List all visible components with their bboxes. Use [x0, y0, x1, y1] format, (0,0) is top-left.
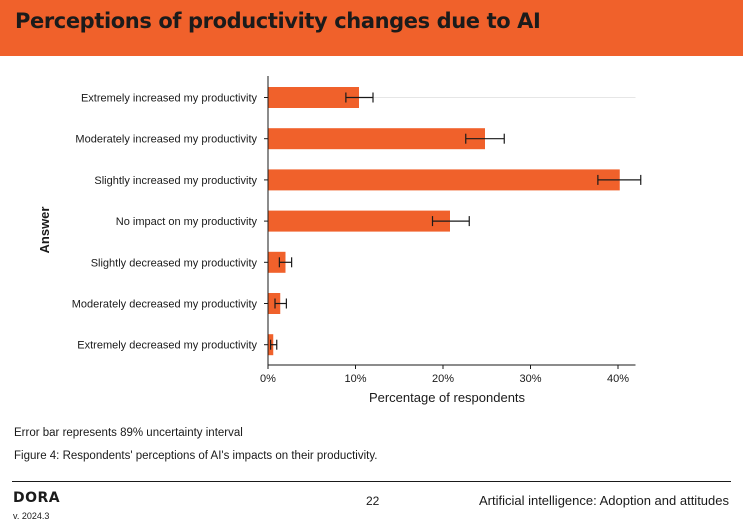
bar — [268, 293, 281, 314]
x-tick-label: 0% — [260, 373, 276, 385]
bar-chart: Extremely increased my productivity Moder… — [37, 76, 642, 405]
bar — [268, 87, 359, 108]
category-label: Extremely increased my productivity — [81, 93, 258, 105]
bar — [268, 128, 485, 150]
version-label: v. 2024.3 — [13, 511, 50, 521]
title-banner: Perceptions of productivity changes due … — [0, 0, 743, 56]
bar — [268, 210, 450, 232]
x-tick-label: 30% — [519, 373, 541, 385]
section-title: Artificial intelligence: Adoption and at… — [478, 493, 729, 508]
y-axis-title: Answer — [37, 207, 52, 254]
category-label: Moderately decreased my productivity — [72, 299, 258, 311]
x-tick-label: 20% — [432, 373, 454, 385]
x-tick-label: 40% — [607, 373, 629, 385]
bar — [268, 169, 620, 191]
category-label: Slightly decreased my productivity — [91, 257, 258, 269]
category-label: Extremely decreased my productivity — [77, 340, 257, 352]
category-label: Slightly increased my productivity — [94, 175, 257, 187]
error-bar-note: Error bar represents 89% uncertainty int… — [14, 427, 243, 439]
dora-logo: DORA — [13, 490, 61, 506]
x-tick-label: 10% — [344, 373, 366, 385]
figure-caption: Figure 4: Respondents' perceptions of AI… — [14, 450, 378, 462]
x-axis-title: Percentage of respondents — [369, 390, 526, 405]
page-number: 22 — [366, 494, 380, 508]
footer-divider — [12, 481, 731, 482]
category-label: Moderately increased my productivity — [75, 134, 257, 146]
page-title: Perceptions of productivity changes due … — [15, 9, 541, 33]
bar — [268, 251, 286, 273]
category-label: No impact on my productivity — [116, 216, 258, 228]
